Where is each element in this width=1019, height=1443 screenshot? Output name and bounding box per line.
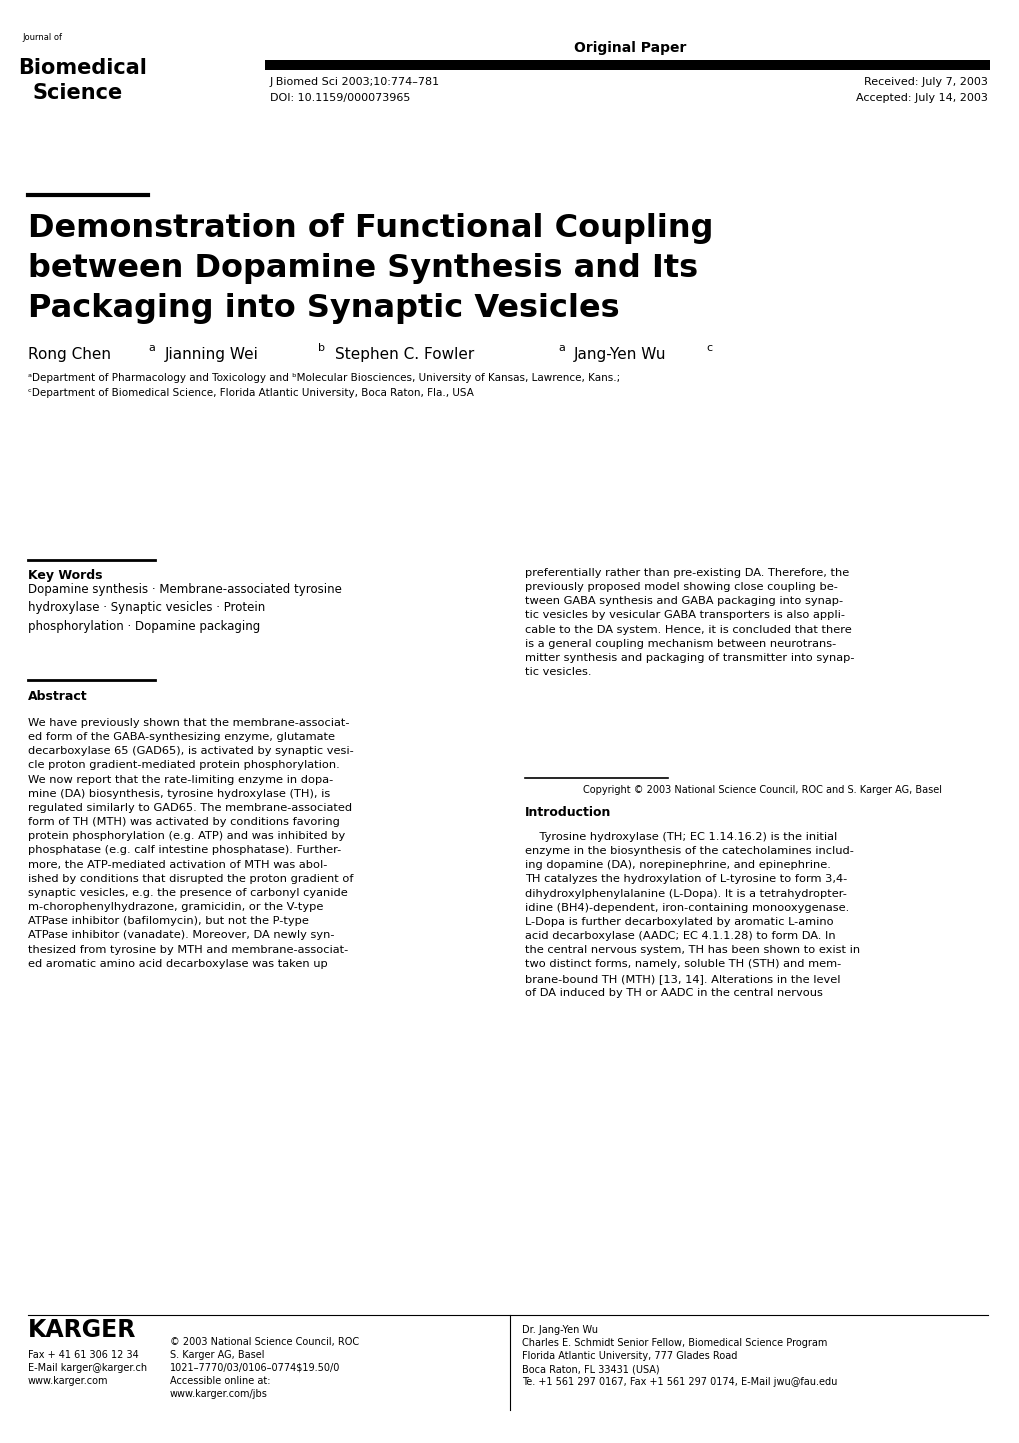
Text: Abstract: Abstract [28,690,88,703]
Text: a: a [148,343,155,354]
Text: Fax + 41 61 306 12 34: Fax + 41 61 306 12 34 [28,1351,139,1359]
Text: Packaging into Synaptic Vesicles: Packaging into Synaptic Vesicles [28,293,619,323]
Text: www.karger.com/jbs: www.karger.com/jbs [170,1390,268,1400]
Text: Key Words: Key Words [28,570,102,583]
Text: KARGER: KARGER [28,1317,137,1342]
Text: J Biomed Sci 2003;10:774–781: J Biomed Sci 2003;10:774–781 [270,76,439,87]
Text: Copyright © 2003 National Science Council, ROC and S. Karger AG, Basel: Copyright © 2003 National Science Counci… [583,785,942,795]
Text: Demonstration of Functional Coupling: Demonstration of Functional Coupling [28,212,713,244]
Text: Accepted: July 14, 2003: Accepted: July 14, 2003 [855,92,987,102]
Text: E-Mail karger@karger.ch: E-Mail karger@karger.ch [28,1364,147,1372]
Text: Dopamine synthesis · Membrane-associated tyrosine
hydroxylase · Synaptic vesicle: Dopamine synthesis · Membrane-associated… [28,583,341,633]
Text: between Dopamine Synthesis and Its: between Dopamine Synthesis and Its [28,253,697,283]
Text: DOI: 10.1159/000073965: DOI: 10.1159/000073965 [270,92,410,102]
Text: Charles E. Schmidt Senior Fellow, Biomedical Science Program: Charles E. Schmidt Senior Fellow, Biomed… [522,1338,826,1348]
Text: Jang-Yen Wu: Jang-Yen Wu [574,348,665,362]
Text: Journal of: Journal of [22,33,62,42]
Text: Accessible online at:: Accessible online at: [170,1377,270,1385]
Text: 1021–7770/03/0106–0774$19.50/0: 1021–7770/03/0106–0774$19.50/0 [170,1364,340,1372]
Text: Introduction: Introduction [525,805,610,818]
Text: S. Karger AG, Basel: S. Karger AG, Basel [170,1351,264,1359]
Text: Rong Chen: Rong Chen [28,348,111,362]
Text: a: a [557,343,565,354]
Text: © 2003 National Science Council, ROC: © 2003 National Science Council, ROC [170,1338,359,1346]
Text: www.karger.com: www.karger.com [28,1377,108,1385]
Text: Science: Science [32,84,122,102]
Text: ᶜDepartment of Biomedical Science, Florida Atlantic University, Boca Raton, Fla.: ᶜDepartment of Biomedical Science, Flori… [28,388,474,398]
Text: b: b [318,343,325,354]
Text: ᵃDepartment of Pharmacology and Toxicology and ᵇMolecular Biosciences, Universit: ᵃDepartment of Pharmacology and Toxicolo… [28,372,620,382]
Text: Received: July 7, 2003: Received: July 7, 2003 [863,76,987,87]
Text: Florida Atlantic University, 777 Glades Road: Florida Atlantic University, 777 Glades … [522,1351,737,1361]
Bar [265,61,989,71]
Text: Dr. Jang-Yen Wu: Dr. Jang-Yen Wu [522,1325,597,1335]
Text: Biomedical: Biomedical [18,58,147,78]
Text: Jianning Wei: Jianning Wei [165,348,259,362]
Text: Tyrosine hydroxylase (TH; EC 1.14.16.2) is the initial
enzyme in the biosynthesi: Tyrosine hydroxylase (TH; EC 1.14.16.2) … [525,833,859,997]
Text: Boca Raton, FL 33431 (USA): Boca Raton, FL 33431 (USA) [522,1364,659,1374]
Text: preferentially rather than pre-existing DA. Therefore, the
previously proposed m: preferentially rather than pre-existing … [525,569,854,677]
Text: c: c [705,343,711,354]
Text: Stephen C. Fowler: Stephen C. Fowler [334,348,474,362]
Text: Original Paper: Original Paper [574,40,686,55]
Text: We have previously shown that the membrane-associat-
ed form of the GABA-synthes: We have previously shown that the membra… [28,719,354,968]
Text: Te. +1 561 297 0167, Fax +1 561 297 0174, E-Mail jwu@fau.edu: Te. +1 561 297 0167, Fax +1 561 297 0174… [522,1377,837,1387]
